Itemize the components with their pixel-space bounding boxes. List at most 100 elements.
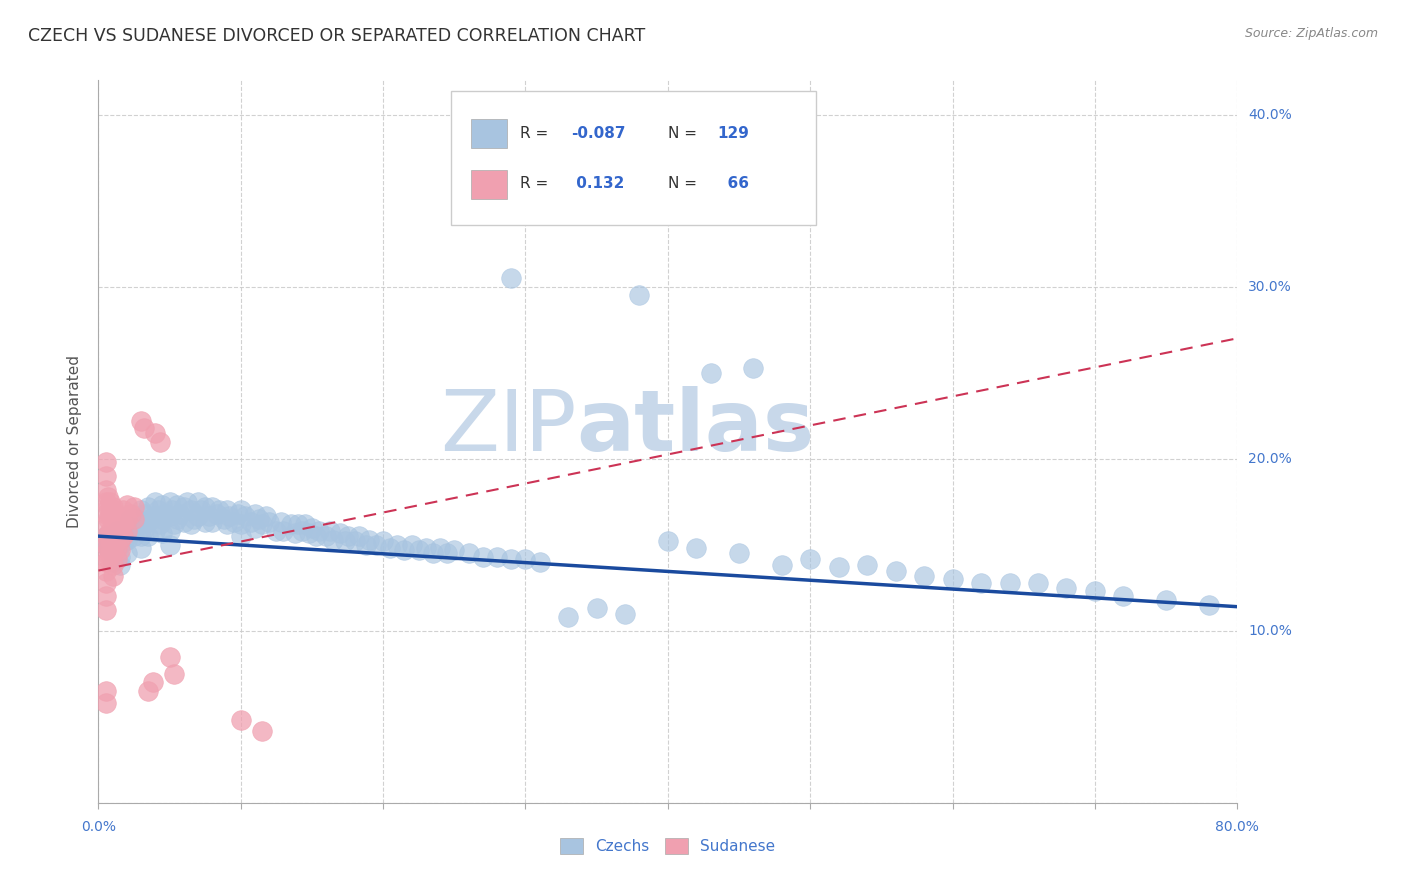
Point	[108, 533, 131, 547]
Point	[111, 529, 134, 543]
Point	[101, 524, 124, 538]
Point	[218, 508, 240, 523]
Point	[357, 533, 380, 547]
Point	[194, 500, 217, 514]
Point	[394, 542, 416, 557]
Point	[728, 546, 751, 560]
Point	[159, 538, 181, 552]
Point	[294, 517, 316, 532]
Point	[173, 500, 195, 514]
FancyBboxPatch shape	[471, 120, 508, 148]
Point	[222, 516, 245, 530]
Point	[108, 538, 131, 552]
Point	[105, 541, 128, 556]
Point	[94, 538, 117, 552]
Point	[180, 517, 202, 532]
Point	[148, 503, 170, 517]
Point	[101, 534, 124, 549]
Point	[243, 507, 266, 521]
Point	[166, 498, 188, 512]
Point	[354, 538, 377, 552]
Text: Source: ZipAtlas.com: Source: ZipAtlas.com	[1244, 27, 1378, 40]
Point	[104, 507, 127, 521]
Point	[183, 512, 205, 526]
Point	[94, 555, 117, 569]
Point	[122, 529, 145, 543]
Legend: Czechs, Sudanese: Czechs, Sudanese	[554, 832, 782, 860]
Point	[415, 541, 437, 556]
Point	[149, 517, 172, 532]
Point	[152, 525, 174, 540]
Point	[129, 517, 152, 532]
Point	[94, 546, 117, 560]
FancyBboxPatch shape	[451, 91, 815, 225]
Point	[501, 271, 523, 285]
Text: R =: R =	[520, 176, 553, 191]
Point	[401, 538, 423, 552]
Point	[226, 507, 249, 521]
Point	[108, 520, 131, 534]
Point	[104, 529, 127, 543]
Point	[94, 603, 117, 617]
Point	[115, 520, 138, 534]
Text: 40.0%: 40.0%	[1249, 108, 1292, 121]
Point	[122, 517, 145, 532]
Point	[149, 434, 172, 449]
Point	[250, 517, 273, 532]
Point	[163, 666, 186, 681]
Point	[112, 534, 135, 549]
Point	[136, 500, 159, 514]
Point	[115, 546, 138, 560]
Point	[333, 534, 356, 549]
FancyBboxPatch shape	[471, 169, 508, 199]
Point	[280, 517, 302, 532]
Point	[98, 524, 121, 538]
Point	[108, 529, 131, 543]
Point	[152, 498, 174, 512]
Point	[162, 503, 184, 517]
Point	[94, 575, 117, 590]
Text: R =: R =	[520, 126, 553, 141]
Point	[501, 551, 523, 566]
Point	[229, 517, 252, 532]
Point	[970, 575, 993, 590]
Text: -0.087: -0.087	[571, 126, 626, 141]
Point	[98, 546, 121, 560]
Point	[101, 555, 124, 569]
Point	[111, 503, 134, 517]
Text: CZECH VS SUDANESE DIVORCED OR SEPARATED CORRELATION CHART: CZECH VS SUDANESE DIVORCED OR SEPARATED …	[28, 27, 645, 45]
Text: N =: N =	[668, 126, 702, 141]
Point	[298, 525, 321, 540]
Point	[529, 555, 551, 569]
Point	[190, 503, 212, 517]
Point	[101, 558, 124, 573]
Point	[108, 542, 131, 557]
Point	[104, 534, 127, 549]
Point	[159, 508, 181, 523]
Point	[422, 546, 444, 560]
Point	[159, 649, 181, 664]
Point	[187, 494, 209, 508]
Point	[101, 546, 124, 560]
Point	[129, 414, 152, 428]
Point	[105, 529, 128, 543]
Text: 0.0%: 0.0%	[82, 820, 115, 834]
Point	[105, 512, 128, 526]
Point	[201, 500, 224, 514]
Point	[243, 520, 266, 534]
Point	[1198, 598, 1220, 612]
Point	[94, 529, 117, 543]
Point	[364, 538, 387, 552]
Point	[233, 508, 256, 523]
Point	[284, 525, 307, 540]
Text: 30.0%: 30.0%	[1249, 280, 1292, 293]
Point	[98, 534, 121, 549]
Point	[515, 551, 537, 566]
Point	[828, 560, 851, 574]
Point	[198, 508, 221, 523]
Text: 0.132: 0.132	[571, 176, 624, 191]
Point	[94, 483, 117, 497]
Point	[229, 713, 252, 727]
Point	[1084, 584, 1107, 599]
Point	[215, 503, 238, 517]
